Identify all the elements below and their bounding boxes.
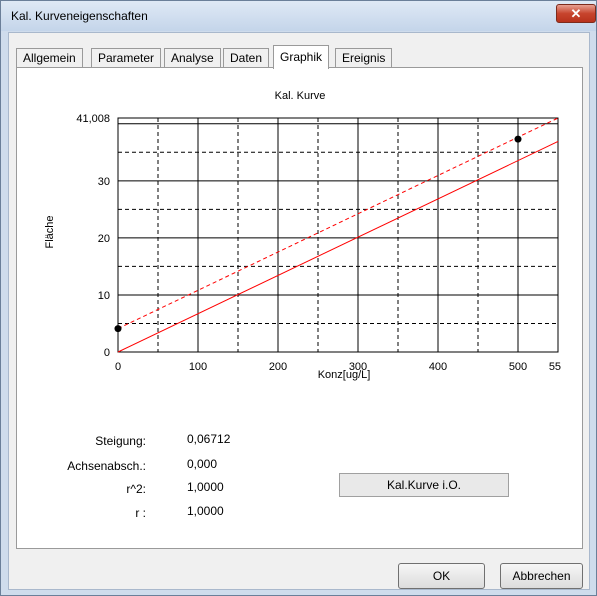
y-tick-label: 10 (98, 290, 110, 302)
calibration-status-box: Kal.Kurve i.O. (339, 473, 509, 497)
close-icon: ✕ (570, 6, 582, 21)
y-tick-label: 41,008 (76, 113, 110, 125)
stat-value-steigung: 0,06712 (187, 432, 231, 446)
calibration-chart: Kal. Kurve 0 100 200 300 400 500 550 0 10 20 30 41,… (36, 86, 567, 406)
x-axis-label: Konz[ug/L] (318, 369, 371, 381)
tab-graphik[interactable]: Graphik (273, 45, 330, 69)
x-tick-label: 550 (549, 361, 561, 373)
y-axis-label: Fläche (44, 215, 56, 248)
stat-label-r: r : (135, 506, 146, 520)
x-tick-label: 400 (429, 361, 447, 373)
y-tick-label: 0 (104, 347, 110, 359)
x-tick-label: 200 (269, 361, 287, 373)
chart-svg: Kal. Kurve 0 100 200 300 400 500 550 0 10 20 30 41,… (44, 90, 567, 381)
data-point-0 (114, 325, 122, 333)
title-bar[interactable]: Kal. Kurveneigenschaften ✕ (1, 1, 596, 31)
dialog-client: Allgemein Parameter Analyse Daten Graphi… (8, 32, 590, 590)
x-tick-label: 300 (349, 361, 367, 373)
window-title: Kal. Kurveneigenschaften (11, 9, 148, 23)
stat-value-achsenabschnitt: 0,000 (187, 457, 218, 471)
tab-ereignis[interactable]: Ereignis (335, 48, 393, 68)
y-tick-label: 20 (98, 233, 110, 245)
close-button[interactable]: ✕ (556, 4, 596, 23)
chart-title: Kal. Kurve (275, 90, 326, 102)
stat-value-r: 1,0000 (187, 504, 224, 518)
x-tick-label: 500 (509, 361, 527, 373)
tab-parameter[interactable]: Parameter (91, 48, 162, 68)
stat-label-r2: r^2: (126, 482, 146, 496)
tab-analyse[interactable]: Analyse (164, 48, 221, 68)
stat-label-achsenabschnitt: Achsenabsch.: (67, 459, 146, 473)
series-line-dashed (117, 117, 559, 330)
series-line-solid (117, 140, 559, 353)
cancel-button[interactable]: Abbrechen (500, 563, 583, 589)
stat-value-r2: 1,0000 (187, 480, 224, 494)
x-tick-label: 100 (189, 361, 207, 373)
plot-frame (117, 117, 559, 353)
stat-label-steigung: Steigung: (95, 434, 146, 448)
tab-daten[interactable]: Daten (223, 48, 270, 68)
y-tick-label: 30 (98, 176, 110, 188)
tab-allgemein[interactable]: Allgemein (16, 48, 83, 68)
data-point-1 (514, 135, 522, 143)
x-tick-label: 0 (115, 361, 121, 373)
tab-panel-graphik: Kal. Kurve 0 100 200 300 400 500 550 0 10 20 30 41,… (16, 67, 583, 549)
ok-button[interactable]: OK (398, 563, 485, 589)
